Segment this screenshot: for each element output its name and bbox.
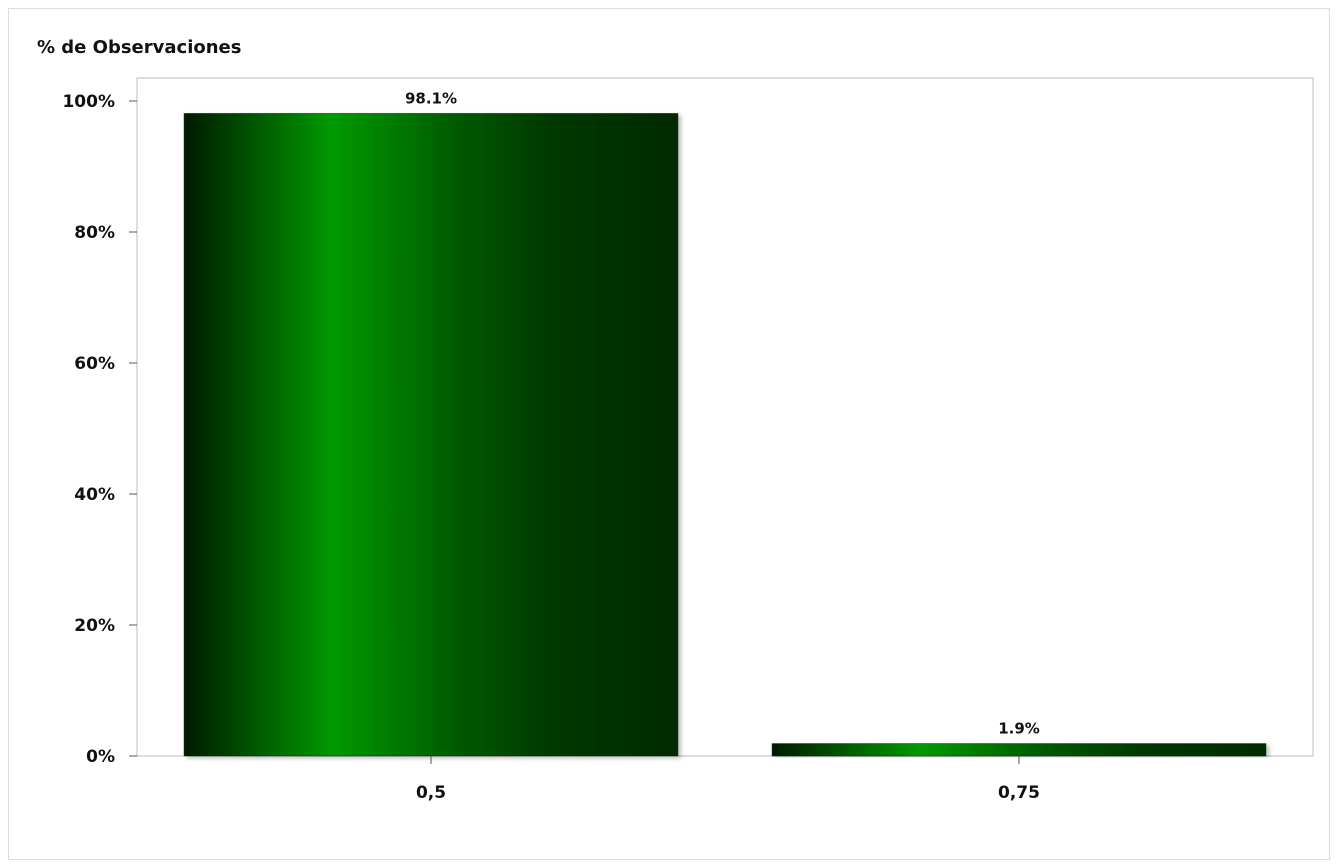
y-tick-label: 40% — [74, 485, 115, 505]
bar-data-label: 98.1% — [405, 89, 457, 107]
bars: 98.1% 1.9% — [183, 89, 1267, 757]
y-tick-label: 80% — [74, 223, 115, 243]
y-tick-label: 0% — [86, 747, 115, 767]
y-tick-label: 20% — [74, 616, 115, 636]
bar-data-label: 1.9% — [998, 720, 1040, 738]
bar-0-75 — [771, 743, 1267, 757]
y-tick-label: 60% — [74, 354, 115, 374]
x-axis: 0,5 0,75 — [416, 756, 1040, 803]
y-tick-label: 100% — [62, 92, 115, 112]
bar-0-5 — [183, 113, 679, 757]
y-axis: 0% 20% 40% 60% 80% 100% — [62, 92, 137, 767]
x-tick-label: 0,75 — [998, 783, 1040, 803]
x-tick-label: 0,5 — [416, 783, 446, 803]
y-axis-title: % de Observaciones — [37, 37, 241, 58]
